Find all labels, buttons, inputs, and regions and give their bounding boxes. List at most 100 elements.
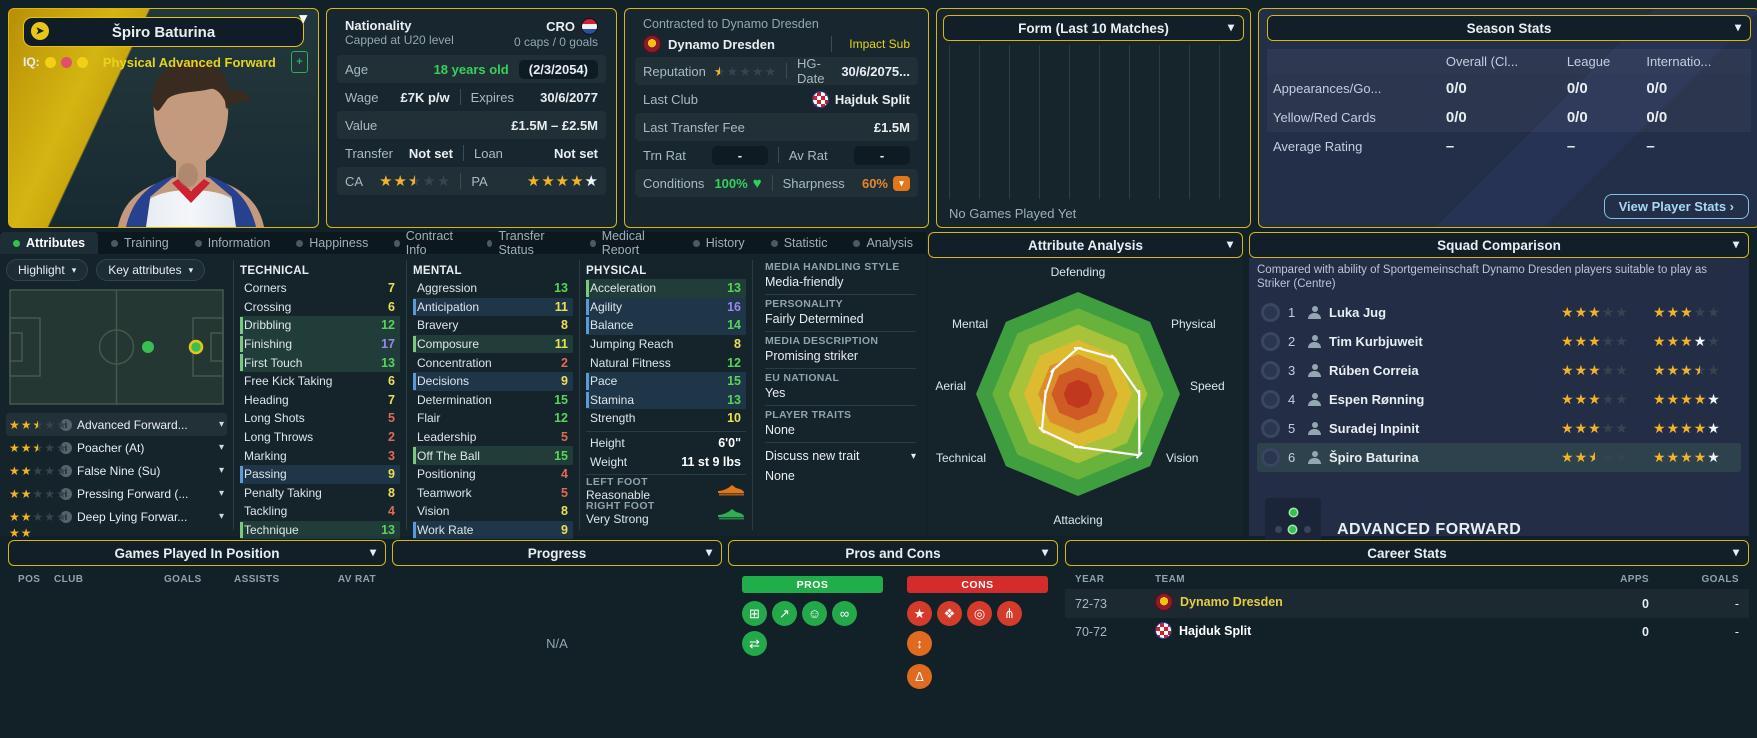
conditions-value: 100% [714,175,748,191]
iq-dot-yellow-2 [76,56,88,68]
attribute-name: Strength [590,411,636,426]
rank-circle-icon [1261,302,1280,322]
chevron-down-icon: ▾ [1041,545,1048,559]
iq-dot-yellow-1 [44,56,56,68]
attribute-name: Heading [244,392,289,407]
role-stars: ★ ★ ★ ★ ★ [9,486,67,501]
attribute-row: Agility 16 [586,297,746,317]
sharpness-value: 60% [861,175,888,191]
ca-label: CA [345,173,364,189]
role-row-clipped[interactable]: ★ ★ [9,528,32,538]
season-stats-header[interactable]: Season Stats ▾ [1267,15,1751,41]
player-iq-row: IQ: Physical Advanced Forward + [23,51,308,73]
tab-status-dot [853,239,861,247]
flask-icon: Δ [907,664,932,689]
squad-comparison-row[interactable]: 6 Špiro Baturina ★ ★ ★ ★ ★ ★ ★ ★ ★ ★ ★ [1257,442,1741,472]
last-club-value[interactable]: Hajduk Split [834,91,910,107]
tab-analysis[interactable]: Analysis [840,232,926,254]
career-year: 72-73 [1065,589,1145,618]
player-card: ➤ Špiro Baturina ▾ IQ: Physical Advanced… [8,8,319,228]
progress-panel: Progress ▾ N/A [392,540,722,651]
career-stats-row[interactable]: 72-73 Dynamo Dresden 0 - [1065,589,1749,618]
reputation-row: Reputation ★ ★ ★ ★ ★ ★ HG-Date 30/6/2075... [635,56,918,86]
role-row[interactable]: ★ ★ ★ ★ ★ i Pressing Forward (... ▾ [6,482,227,505]
club-name[interactable]: Dynamo Dresden [668,36,775,52]
pros-cons-header[interactable]: Pros and Cons ▾ [728,540,1058,566]
attribute-name: Leadership [417,430,477,445]
tab-medical-report[interactable]: Medical Report [577,229,680,257]
squad-rank: 3 [1288,362,1296,378]
weight-row: Weight 11 st 9 lbs [586,452,746,471]
height-row-label: Height [590,436,625,451]
attribute-value: 12 [554,411,568,426]
junction-icon: ⋔ [997,601,1022,626]
squad-comparison-row[interactable]: 1 Luka Jug ★ ★ ★ ★ ★ ★ ★ ★ ★ ★ [1257,298,1741,327]
view-player-stats-button[interactable]: View Player Stats › [1603,194,1749,219]
career-stats-row[interactable]: 70-72 Hajduk Split 0 - [1065,618,1749,646]
season-stat-value: – [1566,138,1576,155]
games-played-column: ASSISTS [234,574,280,585]
role-row[interactable]: ★ ★ ★ ★ ★ i False Nine (Su) ▾ [6,459,227,482]
squad-comparison-row[interactable]: 3 Rúben Correia ★ ★ ★ ★ ★ ★ ★ ★ ★ ★ ★ [1257,356,1741,385]
attribute-value: 8 [388,485,395,500]
media-info-row: PLAYER TRAITS None [765,406,916,443]
attribute-analysis-header[interactable]: Attribute Analysis ▾ [928,232,1243,258]
rank-circle-icon [1261,447,1280,467]
player-role-tag: Physical Advanced Forward [102,54,276,70]
squad-rank: 6 [1288,449,1296,465]
career-stats-header[interactable]: Career Stats ▾ [1065,540,1749,566]
tab-label: History [705,236,745,250]
squad-rank: 4 [1288,391,1296,407]
player-name-dropdown[interactable]: ➤ Špiro Baturina ▾ [23,10,307,47]
last-fee-row: Last Transfer Fee £1.5M [635,113,918,141]
attribute-name: Vision [417,504,450,519]
tab-history[interactable]: History [680,232,758,254]
squad-comparison-row[interactable]: 2 Tim Kurbjuweit ★ ★ ★ ★ ★ ★ ★ ★ ★ ★ [1257,327,1741,356]
right-foot-value: Very Strong [586,511,649,526]
chevron-down-icon: ▾ [299,10,307,27]
attribute-name: Bravery [417,318,459,333]
squad-player-name: Špiro Baturina [1329,449,1419,465]
attribute-row: Stamina 13 [586,390,746,410]
role-row[interactable]: ★ ★ ★ ★ ★ i Deep Lying Forwar... ▾ [6,505,227,528]
ca-pa-row: CA ★ ★ ★ ★ ★ ★ PA ★ ★ ★ ★ ★ [337,167,606,195]
squad-comparison-row[interactable]: 4 Espen Rønning ★ ★ ★ ★ ★ ★ ★ ★ ★ ★ [1257,385,1741,414]
tab-status-dot [296,239,304,247]
squad-comparison-header[interactable]: Squad Comparison ▾ [1249,232,1749,258]
attribute-name: Penalty Taking [244,485,322,500]
attribute-value: 2 [388,430,395,445]
squad-comparison-row[interactable]: 5 Suradej Inpinit ★ ★ ★ ★ ★ ★ ★ ★ ★ ★ [1257,414,1741,443]
player-avatar-icon [1308,363,1321,377]
discuss-new-trait-dropdown[interactable]: Discuss new trait ▾ [765,443,916,469]
tab-happiness[interactable]: Happiness [283,232,381,254]
progress-header[interactable]: Progress ▾ [392,540,722,566]
highlight-dropdown[interactable]: Highlight ▾ [6,259,89,281]
tab-contract-info[interactable]: Contract Info [381,229,474,257]
current-ability-stars: ★ ★ ★ ★ ★ [1561,391,1628,408]
role-row[interactable]: ★ ★ ★ ★ ★ ★ i Advanced Forward... ▾ [6,413,227,436]
season-stat-value: 0/0 [1445,109,1467,126]
season-stats-column: Overall (Cl... [1439,49,1561,74]
attribute-row: Teamwork 5 [413,484,573,503]
attribute-value: 13 [554,281,568,296]
attribute-radar-chart: Defending Physical Speed Vision Attacking Tec… [928,258,1243,536]
tab-attributes[interactable]: Attributes [0,232,99,254]
tab-statistic[interactable]: Statistic [758,232,841,254]
attribute-value: 16 [727,299,741,314]
dynamo-dresden-badge-icon [643,35,661,53]
games-played-header[interactable]: Games Played In Position ▾ [8,540,386,566]
season-stat-value: 0/0 [1646,80,1668,97]
form-panel-header[interactable]: Form (Last 10 Matches) ▾ [943,15,1244,41]
tab-training[interactable]: Training [98,232,182,254]
tab-label: Contract Info [405,229,453,257]
media-info-column: MEDIA HANDLING STYLE Media-friendly PERSO… [753,254,926,536]
tab-transfer-status[interactable]: Transfer Status [474,229,577,257]
squad-rank: 5 [1288,420,1296,436]
squad-player-name: Luka Jug [1329,304,1387,320]
attribute-value: 6 [388,374,395,389]
info-icon: i [60,464,72,477]
role-row[interactable]: ★ ★ ★ ★ ★ ★ i Poacher (At) ▾ [6,436,227,459]
tab-information[interactable]: Information [182,232,284,254]
key-attributes-dropdown[interactable]: Key attributes ▾ [96,259,206,281]
